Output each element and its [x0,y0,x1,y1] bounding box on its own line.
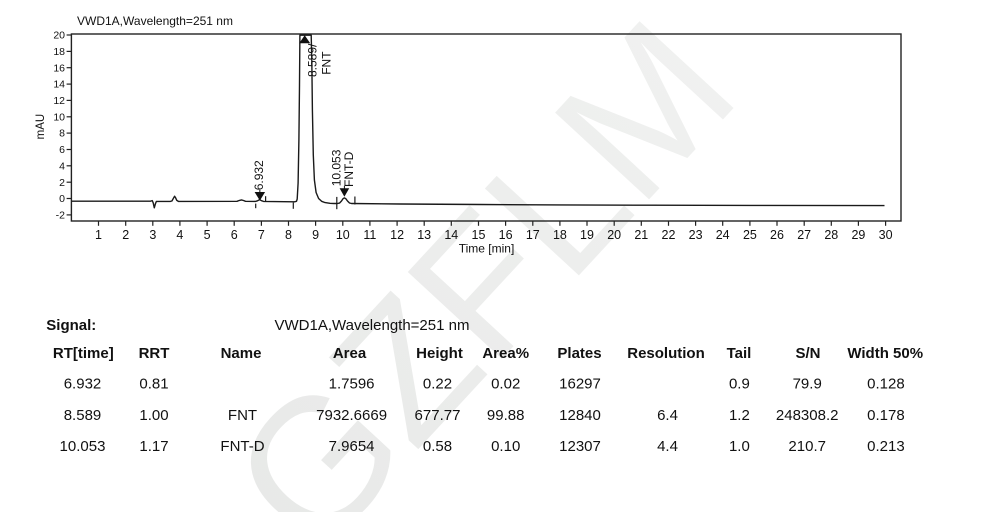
svg-text:0.02: 0.02 [491,376,520,393]
svg-text:4: 4 [59,160,65,172]
svg-text:8.589/: 8.589/ [306,43,320,77]
svg-text:17: 17 [526,228,540,242]
svg-text:99.88: 99.88 [487,407,525,424]
svg-text:6.932: 6.932 [252,160,266,190]
svg-text:Area%: Area% [482,345,529,362]
svg-text:677.77: 677.77 [415,407,461,424]
svg-text:Name: Name [221,345,262,362]
svg-text:0.10: 0.10 [491,438,520,455]
svg-text:0.213: 0.213 [867,438,905,455]
svg-text:0.128: 0.128 [867,376,905,393]
svg-text:210.7: 210.7 [788,438,826,455]
svg-text:6.4: 6.4 [657,407,678,424]
svg-text:7932.6669: 7932.6669 [316,407,387,424]
svg-text:5: 5 [204,228,211,242]
svg-text:7.9654: 7.9654 [329,438,375,455]
svg-text:4.4: 4.4 [657,438,678,455]
svg-text:mAU: mAU [35,114,47,140]
svg-text:1.0: 1.0 [729,438,750,455]
svg-text:23: 23 [689,228,703,242]
svg-text:18: 18 [53,46,65,58]
svg-text:FNT-D: FNT-D [342,151,356,187]
svg-text:Resolution: Resolution [627,345,705,362]
svg-text:RRT: RRT [139,345,170,362]
svg-text:Width 50%: Width 50% [847,345,923,362]
svg-text:18: 18 [553,228,567,242]
svg-text:Plates: Plates [557,345,601,362]
svg-text:14: 14 [53,79,65,91]
svg-text:12307: 12307 [559,438,601,455]
svg-text:8: 8 [59,128,65,140]
svg-text:6.932: 6.932 [64,376,102,393]
svg-text:10: 10 [336,228,350,242]
svg-text:16297: 16297 [559,376,601,393]
svg-text:0.22: 0.22 [423,376,452,393]
svg-text:VWD1A,Wavelength=251 nm: VWD1A,Wavelength=251 nm [275,317,470,334]
svg-text:Time [min]: Time [min] [459,242,515,256]
svg-text:RT[time]: RT[time] [53,345,114,362]
svg-text:0: 0 [59,193,65,205]
svg-text:29: 29 [851,228,865,242]
svg-text:2: 2 [122,228,129,242]
svg-text:28: 28 [824,228,838,242]
svg-text:16: 16 [53,62,65,74]
svg-text:1.00: 1.00 [139,407,168,424]
svg-text:FNT: FNT [319,51,333,75]
svg-text:24: 24 [716,228,730,242]
svg-text:0.58: 0.58 [423,438,452,455]
svg-text:25: 25 [743,228,757,242]
svg-text:19: 19 [580,228,594,242]
svg-text:0.81: 0.81 [139,376,168,393]
svg-text:3: 3 [149,228,156,242]
svg-text:12: 12 [53,95,65,107]
svg-text:27: 27 [797,228,811,242]
svg-text:12: 12 [390,228,404,242]
svg-text:1.7596: 1.7596 [329,376,375,393]
svg-text:-2: -2 [56,210,65,222]
svg-text:Signal:: Signal: [46,317,96,334]
svg-text:0.9: 0.9 [729,376,750,393]
svg-text:15: 15 [472,228,486,242]
svg-text:26: 26 [770,228,784,242]
svg-text:FNT: FNT [228,407,257,424]
svg-text:2: 2 [59,177,65,189]
svg-text:16: 16 [499,228,513,242]
svg-text:22: 22 [662,228,676,242]
svg-text:20: 20 [53,30,65,42]
svg-text:4: 4 [176,228,183,242]
svg-text:Height: Height [416,345,463,362]
svg-text:14: 14 [444,228,458,242]
svg-text:11: 11 [363,228,376,242]
svg-text:79.9: 79.9 [793,376,822,393]
svg-text:248308.2: 248308.2 [776,407,839,424]
svg-text:10: 10 [53,111,65,123]
svg-text:21: 21 [634,228,648,242]
svg-text:6: 6 [231,228,238,242]
svg-text:1.2: 1.2 [729,407,750,424]
svg-text:6: 6 [59,144,65,156]
svg-text:10.053: 10.053 [60,438,106,455]
svg-text:0.178: 0.178 [867,407,905,424]
svg-text:10.053: 10.053 [329,149,343,186]
svg-text:8.589: 8.589 [64,407,102,424]
svg-text:7: 7 [258,228,265,242]
svg-text:Tail: Tail [727,345,752,362]
svg-text:9: 9 [312,228,319,242]
svg-text:30: 30 [879,228,893,242]
svg-text:1.17: 1.17 [139,438,168,455]
svg-text:20: 20 [607,228,621,242]
svg-text:FNT-D: FNT-D [220,438,264,455]
svg-text:12840: 12840 [559,407,601,424]
svg-text:VWD1A,Wavelength=251 nm: VWD1A,Wavelength=251 nm [77,14,233,28]
svg-text:8: 8 [285,228,292,242]
svg-text:1: 1 [95,228,102,242]
svg-text:13: 13 [417,228,431,242]
svg-text:Area: Area [333,345,367,362]
svg-text:S/N: S/N [795,345,820,362]
